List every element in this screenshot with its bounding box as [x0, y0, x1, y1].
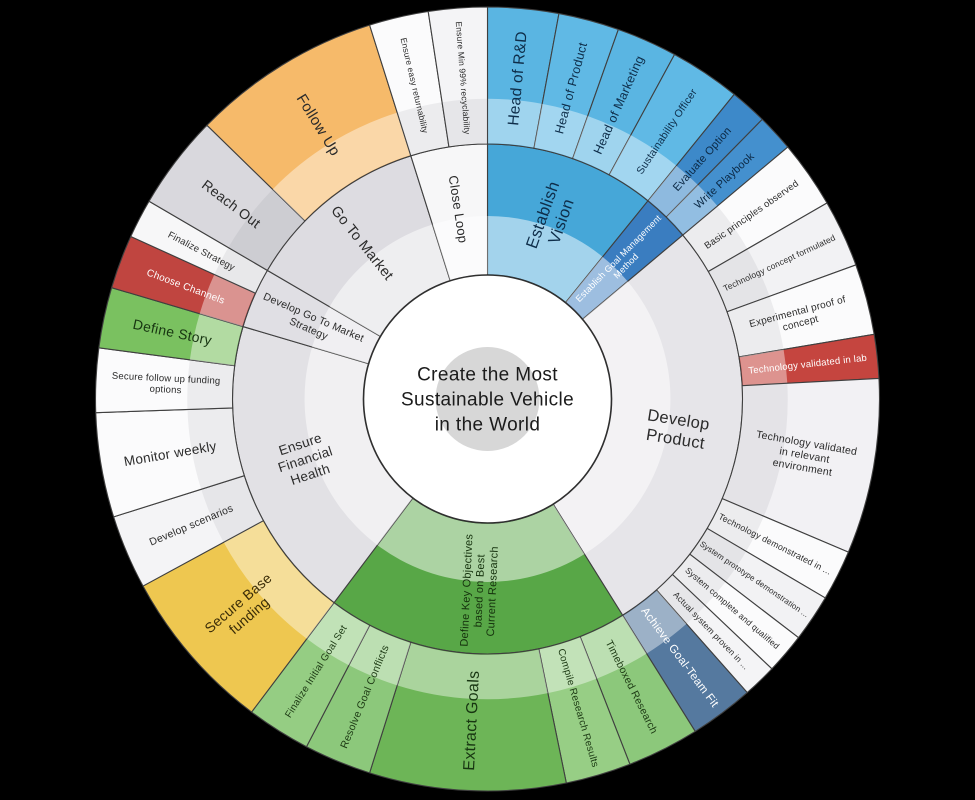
- segment-band: [187, 359, 234, 410]
- segment-band: [199, 274, 255, 327]
- segment-band: [707, 498, 764, 552]
- segment-band: [648, 165, 698, 217]
- segment-band: [487, 216, 603, 303]
- segment-band: [553, 281, 671, 555]
- segment-band: [223, 521, 334, 639]
- segment-band: [709, 248, 770, 312]
- center-goal-label: Create the Most Sustainable Vehicle in the…: [401, 365, 574, 436]
- segment-band: [304, 347, 413, 546]
- segment-band: [739, 349, 788, 386]
- segment-band: [189, 313, 243, 366]
- segment-band: [666, 184, 718, 235]
- label-define-key-objectives-based-on-best-current-research: Define Key Objectivesbased on BestCurren…: [459, 533, 502, 648]
- segment-band: [727, 296, 784, 357]
- label-secure-follow-up-funding-options: Secure follow up fundingoptions: [111, 371, 221, 398]
- segment-band: [312, 306, 380, 364]
- segment-band: [397, 642, 548, 700]
- segment-band: [572, 116, 631, 175]
- segment-band: [348, 625, 411, 686]
- segment-band: [683, 206, 748, 272]
- segment-band: [534, 103, 588, 158]
- center-inner-disc: [435, 347, 540, 451]
- segment-band: [566, 256, 628, 319]
- label-extract-goals: Extract Goals: [461, 670, 483, 771]
- segment-band: [487, 98, 543, 148]
- segment-band: [397, 102, 449, 156]
- segment-band: [657, 575, 706, 624]
- segment-band: [214, 247, 267, 293]
- segment-band: [722, 383, 788, 517]
- segment-band: [623, 590, 687, 654]
- segment-band: [432, 216, 488, 280]
- segment-band: [201, 475, 263, 543]
- segment-band: [329, 224, 450, 337]
- segment-band: [187, 407, 244, 490]
- segments-layer: [94, 6, 881, 792]
- segment-band: [442, 98, 488, 147]
- segment-band: [609, 135, 677, 201]
- segment-band: [377, 498, 585, 582]
- segment-band: [228, 189, 305, 270]
- segment-ensure-min-99-recyclability[interactable]: [427, 6, 489, 148]
- segment-band: [673, 554, 726, 606]
- segment-band: [272, 112, 411, 221]
- segment-band: [580, 615, 647, 679]
- segment-band: [690, 528, 747, 582]
- segment-band: [538, 637, 597, 694]
